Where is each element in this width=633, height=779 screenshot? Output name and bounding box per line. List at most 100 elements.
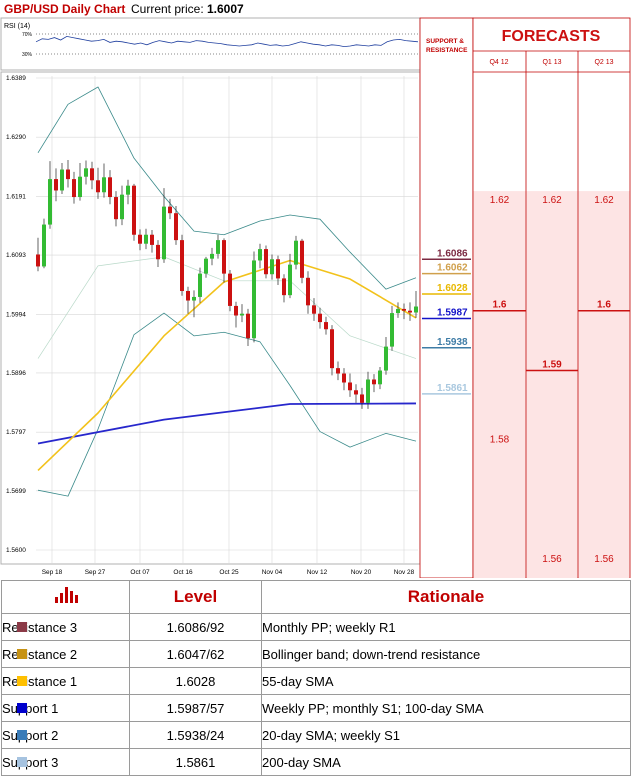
candle [402,303,406,320]
candle [330,325,334,376]
sma-blue-line [37,402,417,445]
candle [36,237,40,272]
candle [102,163,106,198]
level-rationale: 200-day SMA [261,748,631,776]
candle [138,229,142,251]
candle [234,301,238,328]
candle [228,270,232,312]
candle [294,235,298,270]
candle [408,302,412,321]
level-name-cell: Resistance 3 [1,613,130,641]
level-rationale: Monthly PP; weekly R1 [261,613,631,641]
level-label: 1.5938 [437,337,468,348]
table-row-support-3: Support 3 1.5861 200-day SMA [1,748,631,776]
bollinger-upper [37,86,417,290]
candle [84,160,88,185]
x-tick-label: Nov 12 [307,569,328,576]
candle [252,251,256,343]
level-name: Support 2 [2,727,59,743]
level-label: 1.6028 [437,283,468,294]
candle [126,179,130,205]
support-resistance-header-2: RESISTANCE [426,47,468,54]
color-swatch [17,649,27,659]
rationale-header: Rationale [261,580,631,614]
x-tick-label: Nov 04 [262,569,283,576]
rsi-panel [0,17,421,71]
forex-chart: RSI (14) 70% 30% 1.6389 1.6290 1.6191 1.609… [0,17,631,578]
candle [60,162,64,195]
forecast-value: 1.62 [594,195,614,206]
level-name: Resistance 1 [2,673,78,689]
forecast-value: 1.62 [542,195,562,206]
x-tick-label: Nov 28 [394,569,415,576]
candle [114,191,118,227]
level-name-cell: Support 2 [1,721,130,749]
candle [312,298,316,321]
level-rationale: Bollinger band; down-trend resistance [261,640,631,668]
level-name: Resistance 3 [2,619,78,635]
forecast-range [578,191,630,578]
rsi-level-70: 70% [22,32,33,38]
level-label: 1.5987 [437,307,468,318]
forecast-value: 1.62 [490,195,510,206]
y-tick-label: 1.5600 [6,547,26,554]
candle [300,238,304,284]
level-label: 1.6086 [437,248,468,259]
levels-table: Level Rationale Resistance 3 1.6086/92 M… [1,580,631,776]
rsi-level-30: 30% [22,52,33,58]
candle [318,307,322,329]
forecast-range [526,191,578,578]
table-row-resistance-2: Resistance 2 1.6047/62 Bollinger band; d… [1,640,631,668]
x-tick-label: Sep 27 [85,569,106,576]
candle [378,366,382,390]
candle [78,162,82,201]
candle [168,198,172,220]
candle [336,361,340,381]
level-name-cell: Resistance 2 [1,640,130,668]
candle [342,368,346,391]
x-tick-label: Oct 25 [219,569,239,576]
y-tick-label: 1.5797 [6,429,26,436]
x-tick-label: Oct 07 [130,569,150,576]
candle [276,255,280,285]
color-swatch [17,757,27,767]
forecasts-title: FORECASTS [502,28,601,45]
level-value: 1.6047/62 [129,640,262,668]
candle [414,290,418,318]
candle [354,384,358,403]
price-plot-area [0,71,421,565]
forecast-value: 1.59 [542,360,562,371]
y-tick-label: 1.5699 [6,488,26,495]
x-tick-label: Sep 18 [42,569,63,576]
candle [246,308,250,347]
x-tick-label: Nov 20 [351,569,372,576]
level-label: 1.5861 [437,383,468,394]
level-value: 1.5861 [129,748,262,776]
x-tick-label: Oct 16 [173,569,193,576]
candle [42,218,46,269]
candle [66,159,70,188]
candle [240,304,244,323]
y-tick-label: 1.6389 [6,75,26,82]
level-name: Support 3 [2,754,59,770]
candle [162,188,166,263]
candle [270,254,274,280]
chart-title: GBP/USD Daily Chart [4,2,126,16]
level-value: 1.5938/24 [129,721,262,749]
color-swatch [17,730,27,740]
candle [108,170,112,205]
table-row-support-2: Support 2 1.5938/24 20-day SMA; weekly S… [1,721,631,749]
level-value: 1.6028 [129,667,262,695]
level-rationale: 20-day SMA; weekly S1 [261,721,631,749]
y-tick-label: 1.6290 [6,134,26,141]
candle [324,316,328,335]
forecast-col-q1-13: Q1 13 [542,59,561,66]
candle [288,253,292,299]
forecast-value: 1.58 [490,434,510,445]
levels-table-icon-cell [1,580,130,614]
level-rationale: Weekly PP; monthly S1; 100-day SMA [261,694,631,722]
table-row-support-1: Support 1 1.5987/57 Weekly PP; monthly S… [1,694,631,722]
rsi-line [35,35,419,48]
forecast-value: 1.56 [594,554,614,565]
candle [174,206,178,245]
